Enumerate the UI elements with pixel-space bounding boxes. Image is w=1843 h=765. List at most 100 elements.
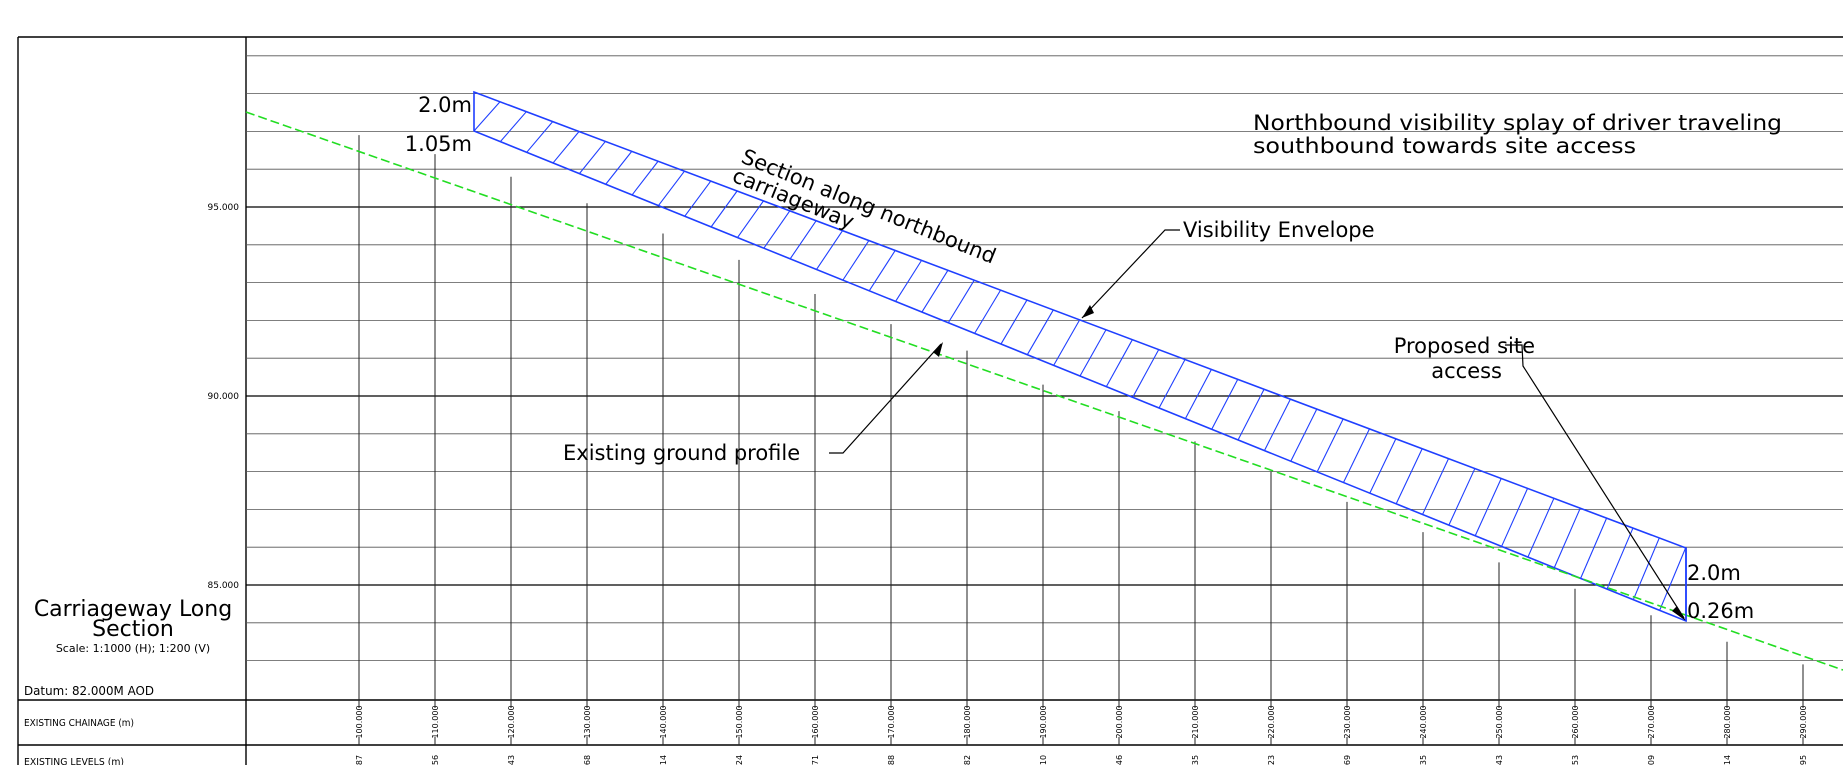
chainage-value: 100.000: [355, 705, 364, 738]
envelope-leader: [1081, 229, 1180, 319]
visibility-envelope-hatch: [473, 101, 1687, 611]
hatch-line: [499, 111, 527, 143]
level-axis-label: 95.000: [208, 203, 240, 213]
panel-title-line1: Carriageway Long: [34, 597, 232, 622]
level-value: 68: [583, 755, 592, 765]
hatch-line: [1316, 418, 1344, 473]
table-row-values: 100.000 87 110.000 56 120.000 43 130.000 68 140.…: [355, 700, 1808, 765]
chainage-value: 170.000: [887, 705, 896, 738]
chainage-row-label: EXISTING CHAINAGE (m): [24, 718, 134, 729]
level-axis-label: 85.000: [208, 581, 240, 591]
chainage-value: 140.000: [659, 705, 668, 738]
panel-datum: Datum: 82.000M AOD: [24, 684, 154, 698]
level-value: 53: [1571, 755, 1580, 765]
chainage-value: 200.000: [1115, 705, 1124, 738]
level-value: 71: [811, 755, 820, 765]
panel-scale: Scale: 1:1000 (H); 1:200 (V): [56, 642, 210, 655]
hatch-line: [789, 220, 817, 260]
level-value: 87: [355, 755, 364, 765]
level-value: 14: [1723, 755, 1732, 765]
chainage-value: 260.000: [1571, 705, 1580, 738]
hatch-line: [1053, 319, 1081, 366]
level-value: 09: [1647, 755, 1656, 765]
hatch-line: [1632, 537, 1660, 600]
chainage-value: 210.000: [1191, 705, 1200, 738]
station-lines: [358, 135, 1804, 700]
level-value: 56: [431, 755, 440, 765]
chainage-value: 240.000: [1419, 705, 1428, 738]
hatch-line: [868, 250, 896, 292]
chainage-value: 130.000: [583, 705, 592, 738]
hatch-line: [1000, 299, 1028, 345]
envelope-leader-arrow: [1082, 305, 1094, 318]
chainage-value: 180.000: [963, 705, 972, 738]
ground-leader-arrow: [933, 342, 943, 357]
level-value: 43: [507, 755, 516, 765]
level-value: 88: [887, 755, 896, 765]
level-value: 46: [1115, 755, 1124, 765]
chainage-value: 250.000: [1495, 705, 1504, 738]
chainage-value: 150.000: [735, 705, 744, 738]
hatch-line: [578, 141, 606, 174]
level-value: 82: [963, 755, 972, 765]
hatch-line: [1211, 379, 1239, 430]
hatch-line: [1474, 478, 1502, 537]
hatch-line: [1184, 369, 1212, 419]
hatch-line: [1263, 398, 1291, 451]
hatch-line: [974, 289, 1002, 334]
hatch-line: [657, 170, 685, 206]
hatch-line: [1422, 458, 1450, 515]
hatch-line: [1580, 517, 1608, 579]
level-axis-labels: 95.000 90.000 85.000: [208, 203, 240, 591]
level-value: 14: [659, 755, 668, 765]
hatch-line: [947, 279, 975, 324]
end-height-bottom: 0.26m: [1687, 599, 1754, 623]
site-access-label-line2: access: [1431, 359, 1502, 383]
levels-row-label: EXISTING LEVELS (m): [24, 757, 124, 765]
hatch-line: [1132, 349, 1160, 398]
level-value: 95: [1799, 755, 1808, 765]
leader-lines: [829, 229, 1687, 621]
start-height-top: 2.0m: [418, 93, 472, 117]
hatch-line: [1026, 309, 1054, 355]
site-access-label-line1: Proposed site: [1394, 334, 1535, 358]
hatch-line: [1501, 488, 1529, 547]
hatch-line: [1290, 408, 1318, 462]
hatch-line: [526, 121, 554, 153]
level-value: 35: [1419, 755, 1428, 765]
hatch-line: [552, 131, 580, 164]
level-value: 69: [1343, 755, 1352, 765]
hatch-line: [1606, 527, 1634, 590]
level-axis-label: 90.000: [208, 392, 240, 402]
level-value: 35: [1191, 755, 1200, 765]
hatch-line: [710, 190, 738, 228]
hatch-line: [684, 180, 712, 217]
hatch-line: [1237, 389, 1265, 441]
chainage-value: 160.000: [811, 705, 820, 738]
chainage-value: 110.000: [431, 705, 440, 738]
hatch-line: [1553, 507, 1581, 568]
ground-profile-line: [245, 111, 1843, 671]
level-value: 24: [735, 755, 744, 765]
level-value: 43: [1495, 755, 1504, 765]
hatch-line: [816, 230, 843, 270]
splay-title-line1: Northbound visibility splay of driver tr…: [1253, 111, 1782, 135]
hatch-line: [1527, 498, 1555, 558]
site-access-leader-arrow: [1672, 606, 1686, 621]
chainage-value: 220.000: [1267, 705, 1276, 738]
chainage-value: 230.000: [1343, 705, 1352, 738]
chainage-value: 270.000: [1647, 705, 1656, 738]
hatch-line: [842, 240, 870, 281]
hatch-line: [1342, 428, 1370, 483]
hatch-line: [763, 210, 791, 249]
end-height-top: 2.0m: [1687, 561, 1741, 585]
hatch-line: [1369, 438, 1397, 494]
chainage-value: 280.000: [1723, 705, 1732, 738]
hatch-line: [921, 270, 949, 313]
hatch-line: [737, 200, 764, 238]
hatch-line: [1079, 329, 1107, 377]
hatch-line: [473, 101, 501, 132]
chainage-value: 290.000: [1799, 705, 1808, 738]
hatch-line: [1158, 359, 1186, 409]
hatch-line: [1448, 468, 1476, 526]
